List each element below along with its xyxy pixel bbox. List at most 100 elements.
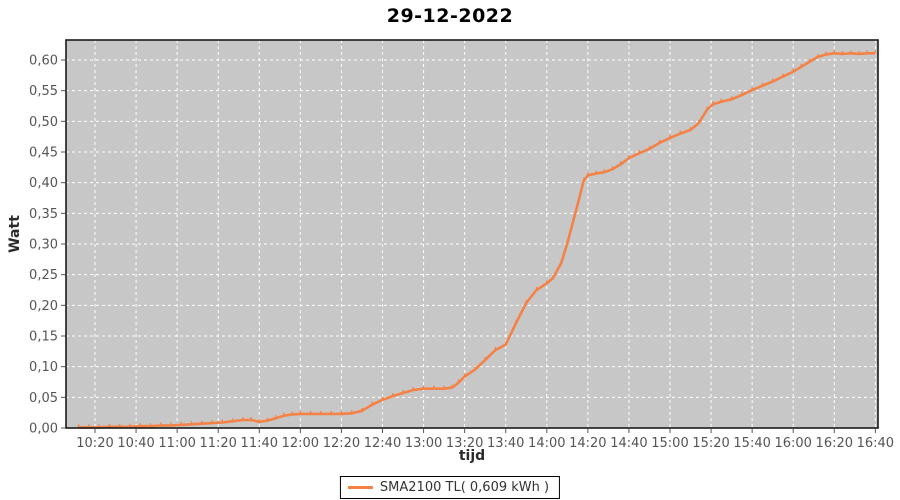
data-point-marker	[782, 73, 784, 77]
data-point-marker	[451, 384, 453, 388]
x-tick-label: 15:40	[733, 436, 770, 451]
data-point-marker	[433, 385, 435, 389]
plot-area	[66, 40, 878, 428]
legend-series-label: SMA2100 TL( 0,609 kWh )	[379, 480, 550, 495]
data-point-marker	[381, 396, 384, 400]
data-point-marker	[170, 422, 172, 426]
y-tick-label: 0,45	[29, 146, 58, 161]
data-point-marker	[190, 421, 193, 425]
data-point-marker	[250, 417, 252, 420]
data-point-marker	[149, 423, 152, 427]
data-point-marker	[620, 161, 622, 165]
data-point-marker	[628, 155, 630, 159]
data-point-marker	[808, 58, 811, 62]
data-point-marker	[211, 420, 213, 424]
data-point-marker	[77, 424, 80, 428]
y-tick-label: 0,40	[29, 176, 58, 191]
x-tick-label: 11:00	[158, 436, 195, 451]
x-tick-label: 12:40	[364, 436, 401, 451]
data-point-marker	[578, 193, 581, 197]
x-tick-label: 13:40	[487, 436, 524, 451]
data-point-marker	[283, 412, 285, 416]
data-point-marker	[583, 177, 585, 181]
data-point-marker	[566, 240, 568, 244]
data-point-marker	[266, 417, 269, 421]
data-point-marker	[659, 139, 661, 143]
data-point-marker	[160, 422, 162, 426]
data-point-marker	[309, 410, 312, 414]
data-point-marker	[706, 106, 708, 110]
x-tick-label: 16:40	[857, 436, 894, 451]
chart-svg: 10:20 10:40 11:00 11:20 11:40 12:00 12:20 12:40…	[29, 39, 894, 451]
data-point-marker	[552, 275, 554, 279]
data-point-marker	[299, 410, 302, 414]
data-point-marker	[242, 417, 244, 420]
data-point-marker	[741, 92, 743, 95]
data-point-marker	[258, 418, 260, 422]
data-point-marker	[698, 120, 700, 124]
data-point-marker	[98, 424, 100, 428]
data-point-marker	[515, 320, 517, 324]
y-tick-label: 0,30	[29, 238, 58, 253]
data-point-marker	[587, 172, 589, 176]
data-point-marker	[841, 50, 844, 54]
data-point-marker	[275, 415, 277, 419]
data-point-marker	[874, 50, 877, 54]
data-point-marker	[320, 410, 322, 414]
data-point-marker	[679, 130, 681, 134]
y-tick-label: 0,25	[29, 268, 58, 283]
data-point-marker	[595, 170, 597, 174]
data-point-marker	[792, 68, 794, 72]
data-point-marker	[129, 423, 131, 427]
legend: SMA2100 TL( 0,609 kWh )	[339, 476, 561, 499]
x-tick-label: 10:20	[76, 436, 113, 451]
data-point-marker	[669, 134, 671, 138]
data-point-marker	[474, 366, 476, 370]
data-point-marker	[118, 423, 121, 427]
data-point-marker	[88, 424, 90, 428]
data-point-marker	[833, 50, 835, 54]
y-tick-label: 0,20	[29, 299, 58, 314]
x-tick-label: 13:20	[446, 436, 483, 451]
data-point-marker	[720, 98, 722, 102]
legend-series-line-icon	[347, 486, 373, 489]
x-tick-label: 10:40	[117, 436, 154, 451]
data-point-marker	[402, 390, 404, 393]
data-point-marker	[535, 287, 538, 290]
chart-title: 29-12-2022	[386, 5, 514, 27]
data-point-marker	[291, 411, 293, 415]
data-point-marker	[866, 50, 868, 54]
data-point-marker	[603, 169, 605, 173]
data-point-marker	[817, 53, 819, 57]
y-tick-label: 0,15	[29, 330, 58, 345]
y-tick-label: 0,60	[29, 54, 58, 69]
data-point-marker	[611, 166, 614, 170]
y-tick-label: 0,10	[29, 360, 58, 375]
data-point-marker	[546, 280, 548, 284]
data-point-marker	[825, 51, 827, 55]
y-tick-label: 0,50	[29, 115, 58, 130]
x-tick-label: 11:20	[199, 436, 236, 451]
series-line	[78, 51, 876, 429]
data-point-marker	[858, 50, 860, 54]
data-point-marker	[751, 87, 753, 91]
data-point-marker	[361, 407, 363, 411]
data-point-marker	[108, 423, 111, 427]
data-point-marker	[330, 410, 332, 414]
data-point-marker	[371, 401, 373, 405]
data-point-marker	[463, 373, 466, 377]
data-point-marker	[221, 419, 223, 423]
x-tick-label: 11:40	[241, 436, 278, 451]
x-tick-label: 15:00	[651, 436, 688, 451]
data-point-marker	[231, 418, 234, 422]
y-tick-label: 0,05	[29, 391, 58, 406]
data-point-marker	[443, 385, 445, 389]
x-tick-label: 13:00	[405, 436, 442, 451]
data-point-marker	[494, 347, 497, 351]
data-point-marker	[351, 410, 353, 414]
data-point-marker	[761, 82, 764, 86]
data-point-marker	[201, 420, 203, 424]
data-point-marker	[689, 126, 692, 130]
data-point-marker	[340, 410, 343, 414]
data-point-marker	[850, 50, 852, 54]
